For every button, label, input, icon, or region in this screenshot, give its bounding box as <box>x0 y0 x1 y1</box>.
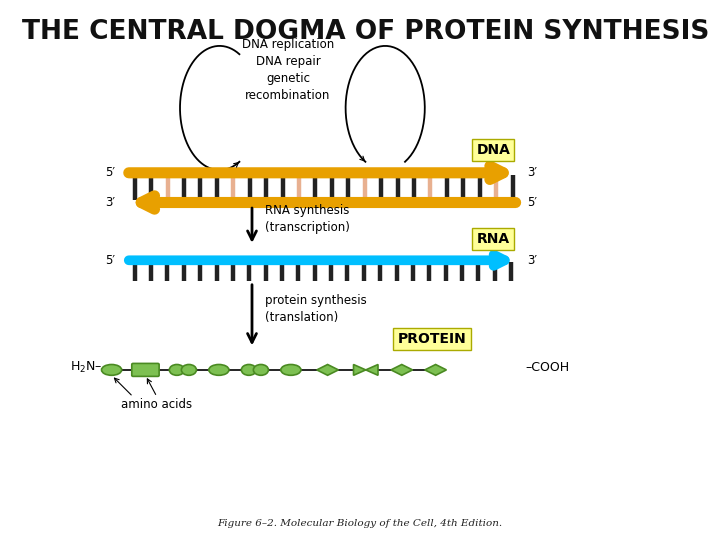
Text: Figure 6–2. Molecular Biology of the Cell, 4th Edition.: Figure 6–2. Molecular Biology of the Cel… <box>217 519 503 528</box>
Polygon shape <box>317 364 338 375</box>
Text: DNA replication
DNA repair
genetic
recombination: DNA replication DNA repair genetic recom… <box>242 38 334 102</box>
Text: H$_2$N–: H$_2$N– <box>70 360 102 375</box>
Text: PROTEIN: PROTEIN <box>397 332 467 346</box>
Polygon shape <box>391 364 413 375</box>
Text: protein synthesis
(translation): protein synthesis (translation) <box>265 294 366 324</box>
Ellipse shape <box>253 364 269 375</box>
Text: RNA synthesis
(transcription): RNA synthesis (transcription) <box>265 204 350 234</box>
Ellipse shape <box>209 364 229 375</box>
Text: 5′: 5′ <box>527 196 537 209</box>
Text: DNA: DNA <box>476 143 510 157</box>
Polygon shape <box>354 364 378 375</box>
Ellipse shape <box>281 364 301 375</box>
Ellipse shape <box>102 364 122 375</box>
Text: 5′: 5′ <box>105 166 115 179</box>
Text: 3′: 3′ <box>105 196 115 209</box>
Ellipse shape <box>241 364 256 375</box>
Ellipse shape <box>169 364 184 375</box>
Polygon shape <box>425 364 446 375</box>
Ellipse shape <box>181 364 197 375</box>
Text: THE CENTRAL DOGMA OF PROTEIN SYNTHESIS: THE CENTRAL DOGMA OF PROTEIN SYNTHESIS <box>22 19 709 45</box>
Text: –COOH: –COOH <box>526 361 570 374</box>
FancyBboxPatch shape <box>132 363 159 376</box>
Text: 3′: 3′ <box>527 166 537 179</box>
Text: 5′: 5′ <box>105 254 115 267</box>
Text: 3′: 3′ <box>527 254 537 267</box>
Text: RNA: RNA <box>477 232 510 246</box>
Text: amino acids: amino acids <box>122 398 192 411</box>
